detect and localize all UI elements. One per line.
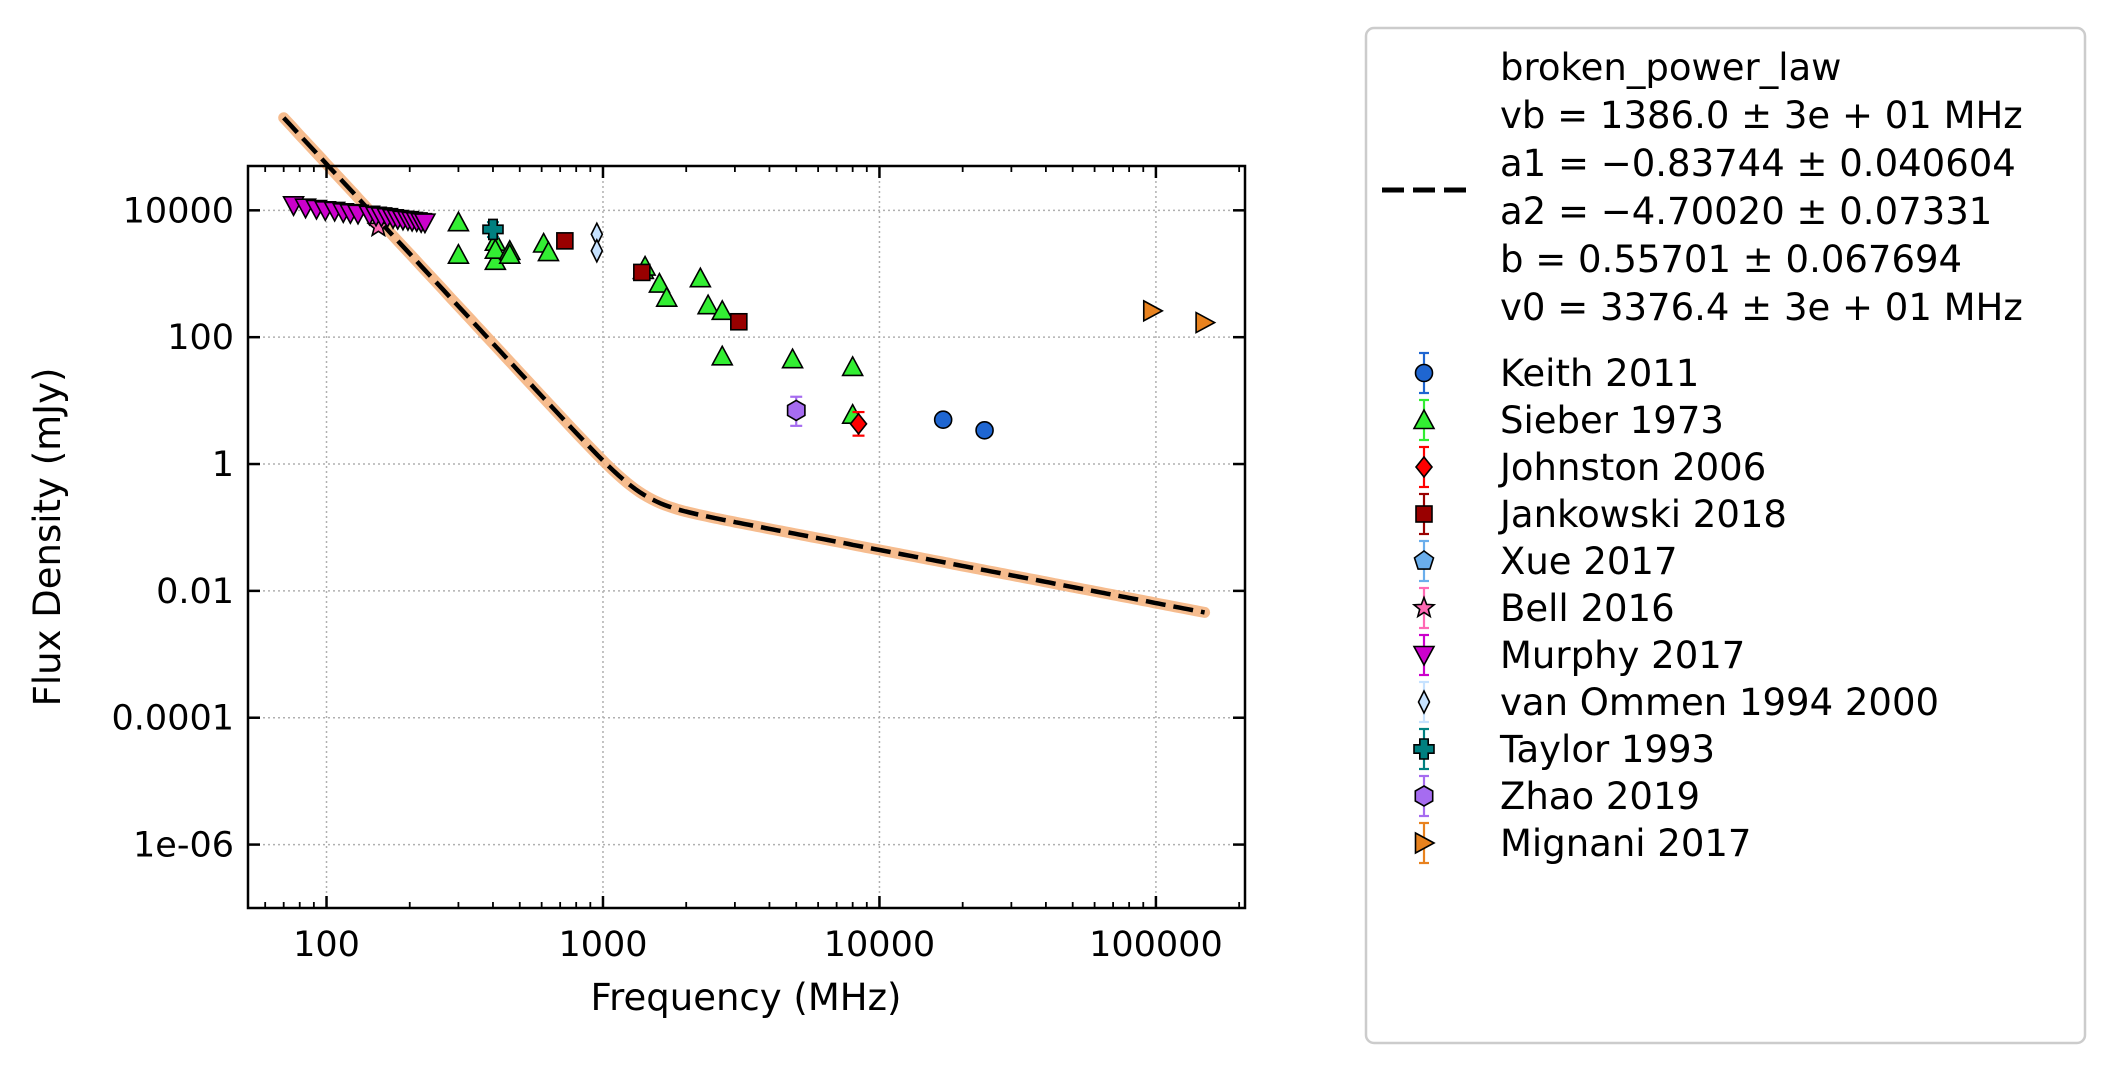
legend-marker xyxy=(1415,505,1433,523)
legend-marker xyxy=(1414,455,1434,479)
legend-label: Jankowski 2018 xyxy=(1498,493,1787,536)
legend-frame xyxy=(1364,26,2087,1045)
data-point xyxy=(648,271,671,293)
legend-fit-param: a1 = −0.83744 ± 0.040604 xyxy=(1500,142,2016,185)
legend-marker xyxy=(1413,550,1435,570)
legend-label: Xue 2017 xyxy=(1500,540,1677,583)
legend-label: Keith 2011 xyxy=(1500,352,1699,395)
data-point xyxy=(482,218,504,241)
x-tick-label: 100000 xyxy=(1089,925,1223,965)
data-point xyxy=(413,213,437,235)
legend-fit-param: b = 0.55701 ± 0.067694 xyxy=(1500,238,1962,281)
fit-uncertainty-band xyxy=(278,112,1211,618)
legend-label: Sieber 1973 xyxy=(1500,399,1724,442)
data-point xyxy=(710,299,734,321)
fit-curve xyxy=(282,116,1206,615)
y-axis-label: Flux Density (mJy) xyxy=(26,368,69,707)
y-tick-label: 0.0001 xyxy=(112,699,234,739)
data-point xyxy=(556,232,574,250)
legend-label: Taylor 1993 xyxy=(1499,728,1715,771)
data-point xyxy=(447,210,470,232)
legend-marker xyxy=(1414,785,1434,807)
legend-marker xyxy=(1417,689,1431,715)
data-point xyxy=(786,399,806,422)
y-tick-label: 0.01 xyxy=(156,572,234,612)
legend-marker xyxy=(1414,831,1436,855)
legend-marker xyxy=(1411,595,1437,619)
points-layer xyxy=(282,196,1217,440)
y-tick-label: 1 xyxy=(212,445,234,485)
data-point xyxy=(1195,311,1217,334)
x-tick-label: 1000 xyxy=(558,925,647,965)
data-point xyxy=(484,237,507,259)
y-tick-label: 100 xyxy=(167,318,234,358)
data-point xyxy=(498,242,522,264)
data-point xyxy=(537,240,560,262)
legend-fit-name: broken_power_law xyxy=(1500,46,1841,89)
data-point xyxy=(841,355,864,377)
x-axis-label: Frequency (MHz) xyxy=(591,976,902,1019)
data-point xyxy=(689,266,712,288)
legend-label: Mignani 2017 xyxy=(1500,822,1751,865)
data-point xyxy=(849,412,868,436)
y-tick-label: 10000 xyxy=(123,191,234,231)
grid-layer xyxy=(248,166,1245,908)
data-point xyxy=(696,293,720,315)
y-tick-label: 1e-06 xyxy=(133,826,234,866)
legend-label: Johnston 2006 xyxy=(1498,446,1766,489)
data-point xyxy=(933,410,953,429)
legend-marker xyxy=(1412,408,1436,430)
data-point xyxy=(655,285,679,307)
legend-fit-param: vb = 1386.0 ± 3e + 01 MHz xyxy=(1500,94,2023,137)
x-tick-label: 100 xyxy=(293,925,360,965)
data-point xyxy=(781,347,804,369)
x-tick-label: 10000 xyxy=(824,925,935,965)
legend-marker xyxy=(1413,738,1435,760)
data-point xyxy=(447,242,470,264)
legend-fit-param: a2 = −4.70020 ± 0.07331 xyxy=(1500,190,1992,233)
fit-layer xyxy=(278,112,1211,618)
data-point xyxy=(633,263,651,282)
legend-marker xyxy=(1414,363,1434,383)
legend-label: Zhao 2019 xyxy=(1500,775,1700,818)
legend: broken_power_law vb = 1386.0 ± 3e + 01 M… xyxy=(1364,26,2087,1045)
data-point xyxy=(590,238,604,264)
data-point xyxy=(975,421,994,440)
ticks-layer: 100 1000 10000 100000 10000 100 1 0.01 0.0001 1e-… xyxy=(112,166,1245,965)
data-point xyxy=(730,312,748,331)
data-point xyxy=(710,344,734,366)
legend-label: van Ommen 1994 2000 xyxy=(1500,681,1939,724)
legend-marker xyxy=(1412,645,1436,667)
legend-label: Murphy 2017 xyxy=(1500,634,1745,677)
data-point xyxy=(1142,299,1164,323)
legend-fit-param: v0 = 3376.4 ± 3e + 01 MHz xyxy=(1500,286,2023,329)
legend-label: Bell 2016 xyxy=(1500,587,1675,630)
plot-frame xyxy=(246,164,1247,910)
